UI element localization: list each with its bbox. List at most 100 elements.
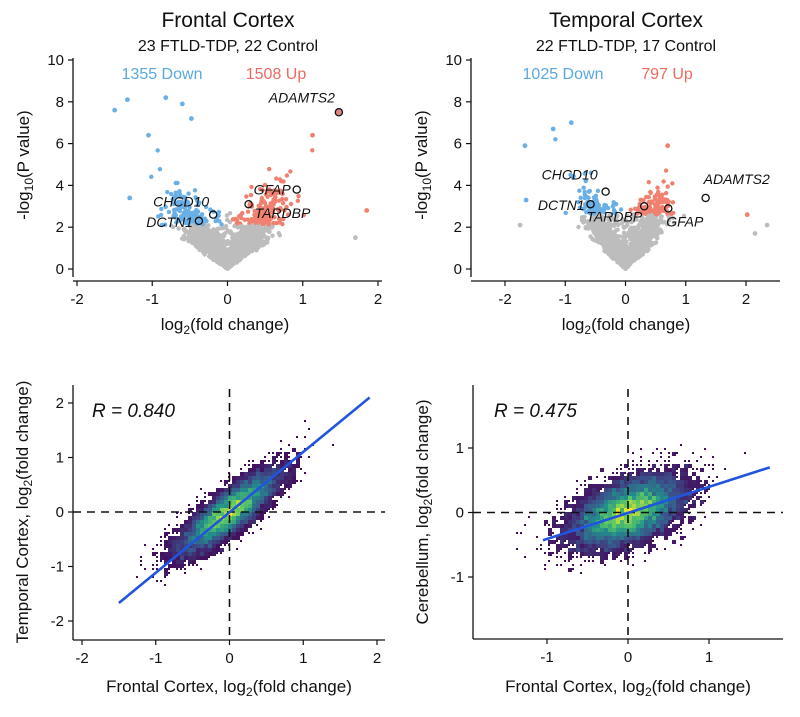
gene-marker — [292, 185, 301, 194]
data-point — [245, 245, 251, 251]
data-point — [588, 234, 593, 239]
data-point — [193, 209, 198, 214]
data-point — [632, 225, 637, 230]
data-point — [270, 233, 275, 238]
data-point — [646, 195, 651, 200]
data-point — [595, 188, 601, 193]
data-point — [663, 191, 669, 196]
data-point — [204, 238, 210, 243]
data-point — [648, 207, 653, 213]
data-point — [257, 237, 262, 242]
y-tick-label: 8 — [56, 94, 64, 111]
data-point — [261, 221, 266, 226]
data-point — [288, 169, 293, 174]
data-point — [257, 208, 262, 213]
data-point — [658, 228, 664, 233]
data-point — [227, 219, 233, 225]
data-point — [198, 240, 204, 245]
data-point — [163, 95, 169, 101]
data-point — [646, 180, 651, 185]
data-point — [280, 196, 285, 202]
x-tick-label: 1 — [299, 291, 307, 308]
data-point — [216, 209, 222, 215]
data-point — [157, 167, 163, 172]
data-point — [232, 239, 237, 245]
data-point — [216, 226, 222, 231]
data-point — [250, 223, 255, 228]
data-point — [655, 235, 660, 241]
data-point — [179, 101, 185, 107]
data-point — [171, 201, 176, 207]
data-point — [200, 228, 206, 233]
data-point — [248, 231, 254, 236]
data-point — [125, 97, 130, 103]
y-tick-label: 4 — [56, 177, 64, 194]
data-point — [274, 176, 279, 181]
data-point — [227, 211, 233, 216]
data-point — [665, 184, 670, 189]
gene-label: DCTN1 — [146, 214, 193, 230]
data-point — [149, 174, 154, 179]
data-point — [218, 241, 223, 247]
data-point — [165, 189, 170, 195]
data-point — [272, 215, 277, 220]
data-point — [266, 228, 271, 233]
data-point — [222, 225, 227, 230]
data-point — [261, 233, 266, 238]
data-point — [353, 235, 358, 241]
data-point — [267, 187, 272, 192]
data-point — [203, 204, 209, 210]
data-point — [670, 200, 676, 205]
data-point — [660, 220, 665, 225]
data-point — [271, 220, 276, 226]
data-point — [661, 179, 666, 184]
data-point — [239, 215, 244, 221]
y-tick-label: 10 — [47, 52, 64, 69]
data-point — [284, 204, 289, 210]
data-points — [517, 120, 770, 271]
y-tick-label: 6 — [56, 136, 64, 153]
data-point — [301, 212, 306, 218]
gene-label: CHCD10 — [153, 194, 209, 210]
data-point — [253, 239, 258, 244]
gene-label: GFAP — [254, 182, 292, 198]
data-point — [191, 235, 197, 240]
volcano-temporal-cortex: Temporal Cortex 22 FTLD-TDP, 17 Control … — [412, 9, 780, 337]
data-point — [310, 132, 315, 138]
data-point — [285, 212, 291, 217]
data-point — [127, 195, 133, 201]
data-point — [112, 107, 118, 113]
data-point — [195, 236, 200, 241]
data-point — [184, 229, 189, 234]
data-point — [224, 213, 230, 218]
data-point — [213, 218, 218, 224]
data-point — [169, 191, 174, 197]
panel-title: Frontal Cortex — [161, 9, 295, 32]
y-tick-label: 2 — [56, 219, 64, 236]
panel-subtitle: 23 FTLD-TDP, 22 Control — [138, 38, 318, 55]
data-point — [277, 177, 283, 182]
data-point — [596, 240, 601, 245]
data-point — [146, 132, 151, 138]
y-axis-label: -log10(P value) — [14, 110, 36, 219]
data-point — [176, 226, 181, 231]
data-point — [186, 191, 191, 196]
data-point — [288, 201, 294, 207]
data-point — [215, 251, 220, 256]
data-point — [593, 193, 599, 198]
data-point — [219, 259, 224, 265]
data-point — [159, 206, 164, 212]
data-point — [581, 185, 586, 190]
up-count-label: 1508 Up — [246, 66, 307, 83]
x-tick-label: 2 — [374, 291, 382, 308]
x-tick-label: 0 — [223, 291, 231, 308]
data-point — [577, 188, 582, 193]
data-point — [227, 230, 233, 235]
data-point — [240, 249, 246, 254]
y-tick-label: 0 — [56, 261, 64, 278]
gene-label: TARDBP — [255, 205, 311, 221]
data-point — [280, 222, 285, 227]
data-point — [219, 237, 224, 242]
